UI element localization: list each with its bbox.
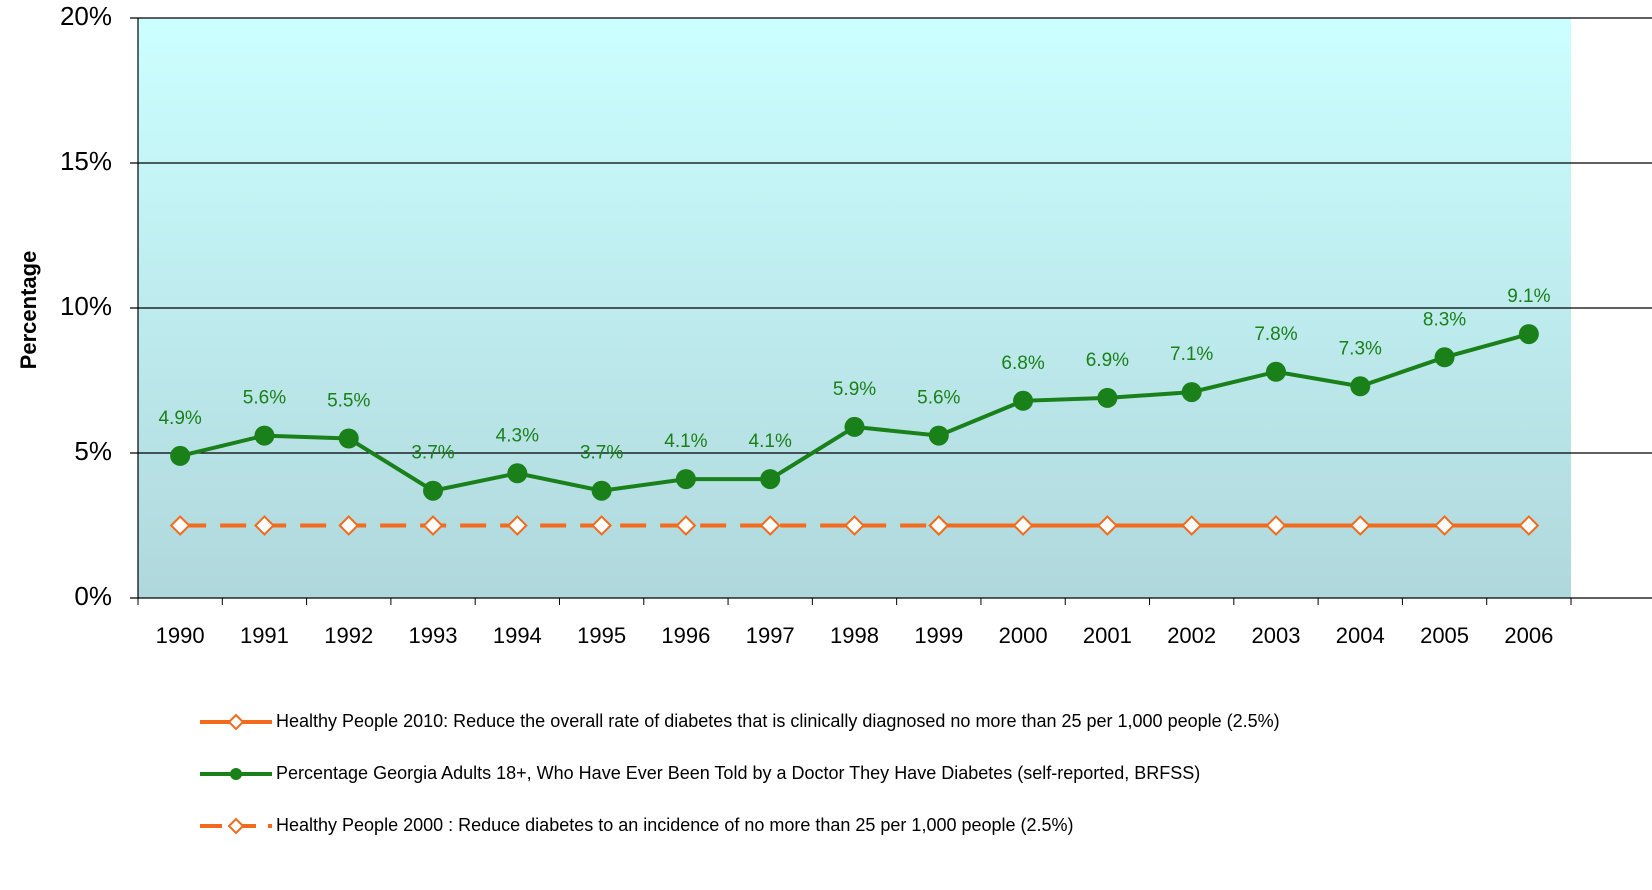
legend-marker xyxy=(227,817,245,835)
point xyxy=(254,425,275,446)
x-tick-label: 2000 xyxy=(999,623,1048,648)
point xyxy=(928,425,949,446)
x-tick-label: 1997 xyxy=(746,623,795,648)
point xyxy=(338,428,359,449)
x-tick-label: 1999 xyxy=(914,623,963,648)
x-tick-label: 2003 xyxy=(1251,623,1300,648)
data-label: 8.3% xyxy=(1423,309,1466,330)
x-tick-label: 1996 xyxy=(661,623,710,648)
point xyxy=(1265,361,1286,382)
point xyxy=(675,469,696,490)
point xyxy=(1434,515,1455,536)
point xyxy=(1013,390,1034,411)
data-label: 4.1% xyxy=(664,431,707,452)
point xyxy=(1350,376,1371,397)
data-label: 5.9% xyxy=(833,379,876,400)
point xyxy=(254,515,275,536)
x-tick-label: 2002 xyxy=(1167,623,1216,648)
point xyxy=(1518,324,1539,345)
x-tick-label: 1990 xyxy=(156,623,205,648)
point xyxy=(506,515,528,536)
point xyxy=(675,515,697,536)
point xyxy=(423,480,444,501)
y-tick-label: 5% xyxy=(74,436,112,466)
y-tick-label: 0% xyxy=(74,581,112,611)
x-tick-label: 2004 xyxy=(1336,623,1385,648)
point xyxy=(1434,347,1455,368)
point xyxy=(338,515,360,536)
y-axis-label: Percentage xyxy=(16,251,41,370)
data-label: 4.9% xyxy=(158,408,201,429)
data-label: 4.3% xyxy=(496,425,539,446)
point xyxy=(1265,515,1287,536)
legend-label: Healthy People 2010: Reduce the overall … xyxy=(276,711,1280,731)
point xyxy=(169,515,191,536)
point xyxy=(759,515,781,536)
x-tick-label: 1998 xyxy=(830,623,879,648)
data-label: 6.8% xyxy=(1001,353,1044,374)
x-tick-label: 1993 xyxy=(409,623,458,648)
legend-label: Healthy People 2000 : Reduce diabetes to… xyxy=(276,815,1074,835)
data-label: 7.1% xyxy=(1170,344,1213,365)
y-tick-label: 10% xyxy=(60,291,112,321)
x-tick-label: 2005 xyxy=(1420,623,1469,648)
y-tick-label: 20% xyxy=(60,1,112,31)
point xyxy=(1349,515,1371,536)
point xyxy=(1181,515,1203,536)
point xyxy=(1181,382,1202,403)
point xyxy=(1096,515,1118,536)
legend-marker xyxy=(230,768,242,780)
point xyxy=(1012,515,1034,536)
x-tick-label: 1991 xyxy=(240,623,289,648)
point xyxy=(170,445,191,466)
point xyxy=(422,515,444,536)
legend-label: Percentage Georgia Adults 18+, Who Have … xyxy=(276,763,1200,783)
x-tick-label: 2001 xyxy=(1083,623,1132,648)
legend-marker xyxy=(227,713,245,731)
point xyxy=(844,416,865,437)
x-tick-label: 2006 xyxy=(1504,623,1553,648)
data-label: 5.5% xyxy=(327,391,370,412)
x-tick-label: 1995 xyxy=(577,623,626,648)
data-label: 7.3% xyxy=(1339,338,1382,359)
point xyxy=(928,515,950,536)
x-tick-label: 1994 xyxy=(493,623,542,648)
data-label: 9.1% xyxy=(1507,286,1550,307)
point xyxy=(507,463,528,484)
y-tick-label: 15% xyxy=(60,146,112,176)
data-label: 6.9% xyxy=(1086,350,1129,371)
x-tick-label: 1992 xyxy=(324,623,373,648)
point xyxy=(1097,387,1118,408)
data-label: 7.8% xyxy=(1254,324,1297,345)
data-label: 4.1% xyxy=(749,431,792,452)
data-label: 3.7% xyxy=(580,443,623,464)
data-label: 5.6% xyxy=(243,388,286,409)
point xyxy=(1518,515,1540,536)
point xyxy=(760,469,781,490)
point xyxy=(591,515,613,536)
point xyxy=(844,515,865,536)
data-label: 3.7% xyxy=(411,443,454,464)
data-label: 5.6% xyxy=(917,388,960,409)
point xyxy=(591,480,612,501)
